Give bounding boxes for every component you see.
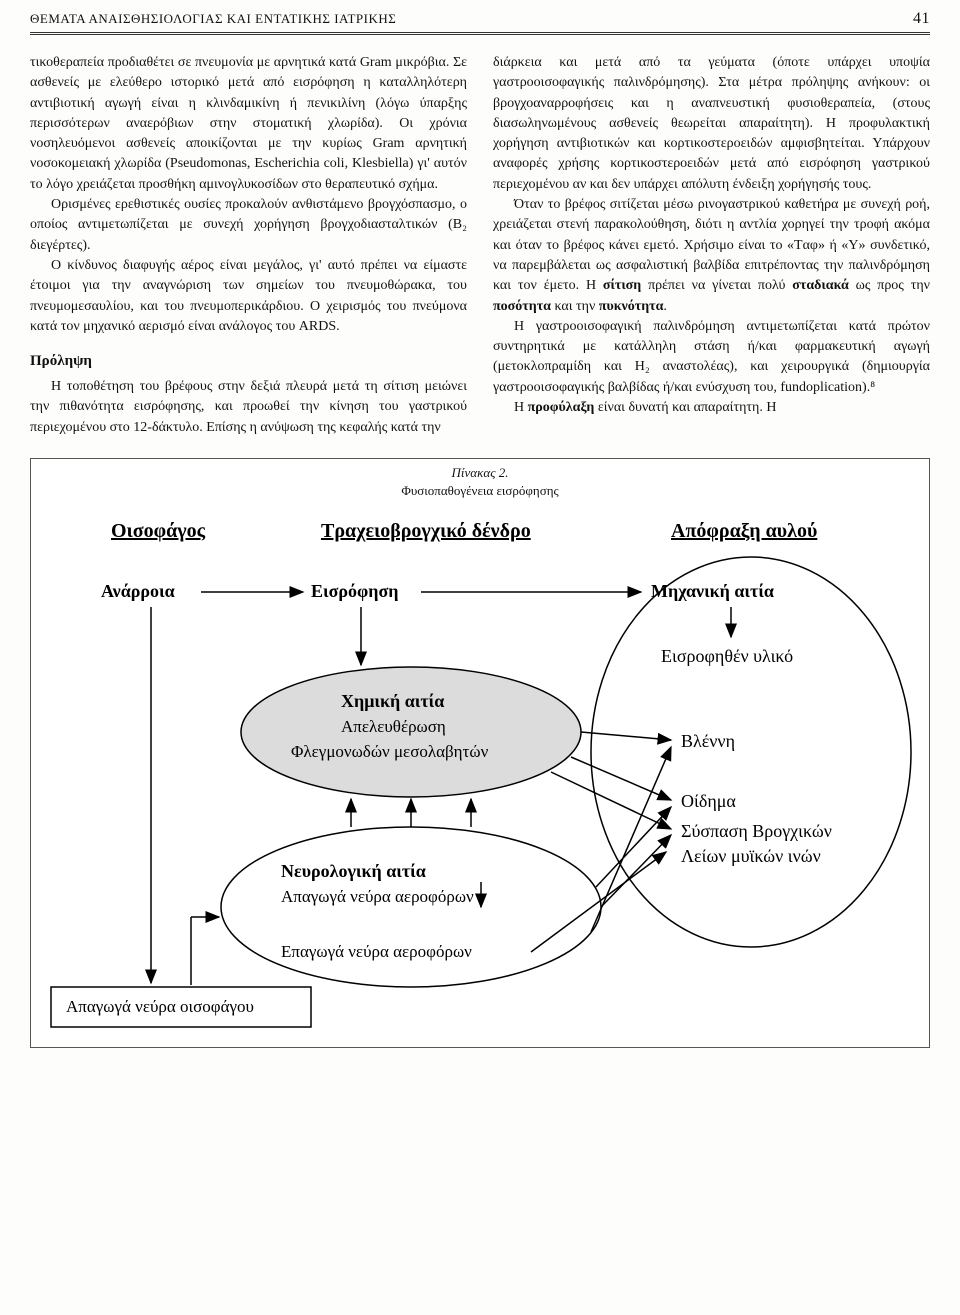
node-anaria: Ανάρροια xyxy=(101,581,175,601)
node-oidima: Οίδημα xyxy=(681,791,736,811)
node-eisrofisi: Εισρόφηση xyxy=(311,581,398,601)
node-neuro-l1: Απαγωγά νεύρα αεροφόρων xyxy=(281,887,474,906)
right-p1: διάρκεια και μετά από τα γεύματα (όποτε … xyxy=(493,53,930,195)
arrow-6 xyxy=(581,732,671,740)
left-p1: τικοθεραπεία προδιαθέτει σε πνευμονία με… xyxy=(30,53,467,195)
bold-posotita: ποσότητα xyxy=(493,299,551,314)
bold-pyknotita: πυκνότητα xyxy=(599,299,664,314)
node-epagoga: Επαγωγά νεύρα αεροφόρων xyxy=(281,942,472,961)
col-h1: Οισοφάγος xyxy=(111,520,206,542)
node-chem-title: Χημική αιτία xyxy=(341,691,444,711)
node-eisrof-yliko: Εισροφηθέν υλικό xyxy=(661,646,793,666)
arrow-14 xyxy=(591,747,671,932)
figure-2: Πίνακας 2. Φυσιοπαθογένεια εισρόφησης Οι… xyxy=(30,458,930,1048)
text-columns: τικοθεραπεία προδιαθέτει σε πνευμονία με… xyxy=(0,53,960,438)
node-neuro-title: Νευρολογική αιτία xyxy=(281,861,426,881)
arrow-7 xyxy=(571,757,671,800)
header-underline xyxy=(30,32,930,35)
bold-sitisi: σίτιση xyxy=(603,278,641,293)
right-p2: Όταν το βρέφος σιτίζεται μέσω ρινογαστρι… xyxy=(493,195,930,317)
bold-stadiaka: σταδιακά xyxy=(792,278,849,293)
bold-profylaxi: προφύλαξη xyxy=(528,400,595,415)
node-chem-l1: Απελευθέρωση xyxy=(341,717,446,736)
node-vlenni: Βλέννη xyxy=(681,731,735,751)
page-number: 41 xyxy=(913,10,930,28)
arrow-8 xyxy=(551,772,671,829)
header-title: ΘΕΜΑΤΑ ΑΝΑΙΣΘΗΣΙΟΛΟΓΙΑΣ ΚΑΙ ΕΝΤΑΤΙΚΗΣ ΙΑ… xyxy=(30,11,396,27)
col-h2: Τραχειοβρογχικό δένδρο xyxy=(321,520,531,542)
figure-title: Πίνακας 2. xyxy=(31,459,929,483)
right-column: διάρκεια και μετά από τα γεύματα (όποτε … xyxy=(493,53,930,438)
ellipse-neuro xyxy=(221,827,601,987)
node-syspasi1: Σύσπαση Βρογχικών xyxy=(681,821,832,841)
figure-svg: Οισοφάγος Τραχειοβρογχικό δένδρο Απόφραξ… xyxy=(31,507,929,1047)
left-p3: Ο κίνδυνος διαφυγής αέρος είναι μεγάλος,… xyxy=(30,256,467,337)
node-chem-l2: Φλεγμονωδών μεσολαβητών xyxy=(291,742,489,761)
left-p4: Η τοποθέτηση του βρέφους στην δεξιά πλευ… xyxy=(30,377,467,438)
arrow-16 xyxy=(531,852,666,952)
page-header: ΘΕΜΑΤΑ ΑΝΑΙΣΘΗΣΙΟΛΟΓΙΑΣ ΚΑΙ ΕΝΤΑΤΙΚΗΣ ΙΑ… xyxy=(0,0,960,32)
right-p3: Η γαστροοισοφαγική παλινδρόμηση αντιμετω… xyxy=(493,317,930,398)
left-column: τικοθεραπεία προδιαθέτει σε πνευμονία με… xyxy=(30,53,467,438)
col-h3: Απόφραξη αυλού xyxy=(671,520,817,542)
figure-subtitle: Φυσιοπαθογένεια εισρόφησης xyxy=(31,483,929,507)
left-p2: Ορισμένες ερεθιστικές ουσίες προκαλούν α… xyxy=(30,195,467,256)
ellipse-mechanical xyxy=(591,557,911,947)
right-p4: Η προφύλαξη είναι δυνατή και απαραίτητη.… xyxy=(493,398,930,418)
node-apagoga-ois: Απαγωγά νεύρα οισοφάγου xyxy=(66,997,254,1016)
node-syspasi2: Λείων μυϊκών ινών xyxy=(681,846,821,866)
left-heading: Πρόληψη xyxy=(30,351,467,373)
